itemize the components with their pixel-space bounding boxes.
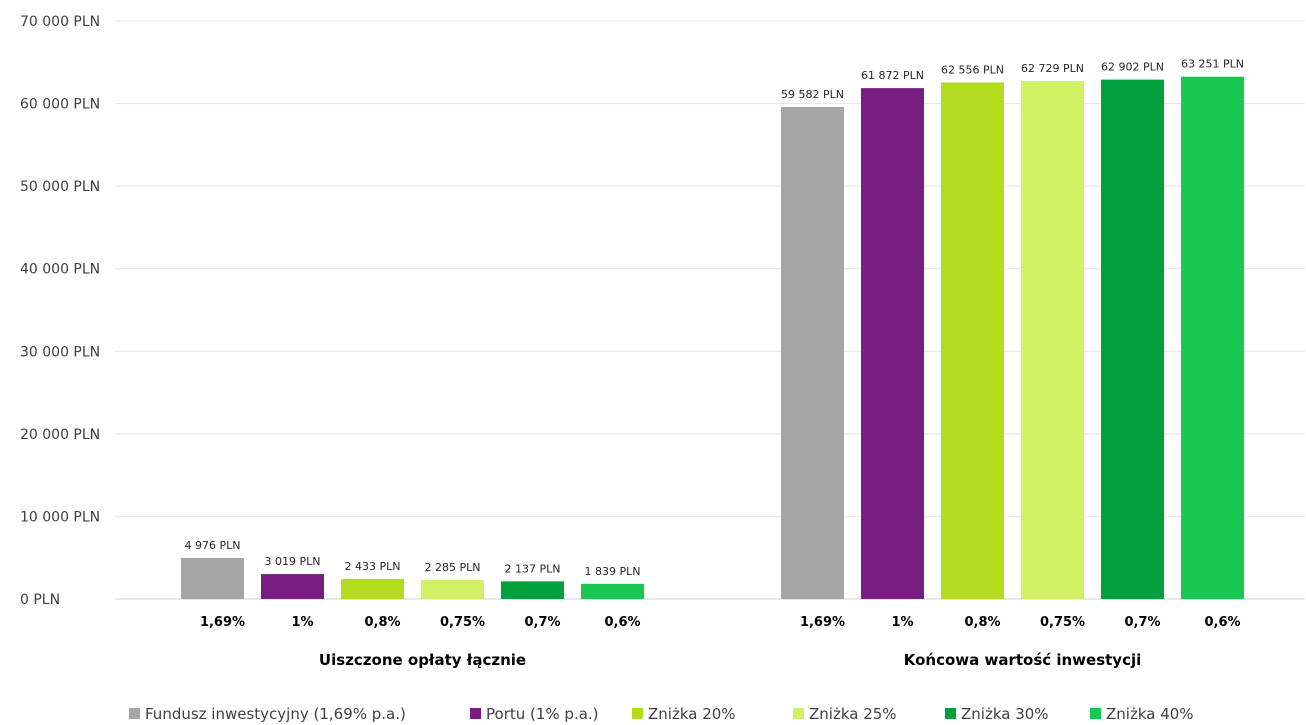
data-label: 1 839 PLN — [585, 565, 641, 578]
category-label: 0,75% — [440, 615, 485, 630]
group-label: Końcowa wartość inwestycji — [904, 651, 1142, 669]
legend-swatch — [470, 708, 481, 719]
data-label: 59 582 PLN — [781, 88, 844, 101]
y-tick-label: 0 PLN — [20, 592, 60, 608]
category-label: 0,75% — [1040, 615, 1085, 630]
legend-label: Zniżka 25% — [809, 705, 897, 723]
legend-label: Zniżka 30% — [961, 705, 1049, 723]
bar — [261, 574, 324, 599]
gridlines — [115, 20, 1305, 600]
bar — [1181, 76, 1244, 599]
legend-swatch — [632, 708, 643, 719]
category-labels: 1,69% 1% 0,8% 0,75% 0,7% 0,6% 1,69% 1% 0,8% 0,75%… — [200, 615, 1241, 630]
category-label: 1,69% — [800, 615, 845, 630]
data-label: 2 285 PLN — [425, 561, 481, 574]
data-label: 62 556 PLN — [941, 63, 1004, 76]
data-label: 3 019 PLN — [265, 555, 321, 568]
category-label: 0,7% — [1124, 615, 1160, 630]
data-label: 63 251 PLN — [1181, 58, 1244, 71]
bars — [181, 76, 1244, 600]
legend-swatch — [129, 708, 140, 719]
category-label: 0,8% — [364, 615, 400, 630]
bar — [861, 88, 924, 599]
y-tick-label: 60 000 PLN — [20, 97, 100, 113]
data-label: 2 433 PLN — [345, 560, 401, 573]
category-label: 1% — [891, 615, 913, 630]
bar — [501, 581, 564, 599]
category-label: 0,6% — [604, 615, 640, 630]
legend-label: Zniżka 40% — [1106, 705, 1194, 723]
bar — [1101, 79, 1164, 600]
bar — [181, 557, 244, 599]
data-labels: 4 976 PLN 3 019 PLN 2 433 PLN 2 285 PLN 2 13… — [185, 58, 1244, 578]
bar — [341, 578, 404, 599]
legend: Fundusz inwestycyjny (1,69% p.a.) Portu (… — [129, 705, 1194, 723]
category-label: 0,8% — [964, 615, 1000, 630]
y-axis-ticks: 0 PLN 10 000 PLN 20 000 PLN 30 000 PLN 40 00… — [20, 14, 100, 608]
legend-swatch — [1090, 708, 1101, 719]
bar — [581, 583, 644, 599]
data-label: 61 872 PLN — [861, 69, 924, 82]
bar — [1021, 81, 1084, 599]
bar — [421, 580, 484, 599]
bar — [941, 82, 1004, 599]
legend-label: Portu (1% p.a.) — [486, 705, 599, 723]
data-label: 62 729 PLN — [1021, 62, 1084, 75]
group-labels: Uiszczone opłaty łącznie Końcowa wartość … — [319, 651, 1141, 669]
y-tick-label: 30 000 PLN — [20, 344, 100, 360]
category-label: 0,7% — [524, 615, 560, 630]
category-label: 1,69% — [200, 615, 245, 630]
legend-swatch — [945, 708, 956, 719]
group-label: Uiszczone opłaty łącznie — [319, 651, 526, 669]
y-tick-label: 40 000 PLN — [20, 262, 100, 278]
y-tick-label: 20 000 PLN — [20, 427, 100, 443]
legend-swatch — [793, 708, 804, 719]
data-label: 62 902 PLN — [1101, 61, 1164, 74]
legend-label: Fundusz inwestycyjny (1,69% p.a.) — [145, 705, 406, 723]
bar — [781, 107, 844, 599]
category-label: 0,6% — [1204, 615, 1240, 630]
category-label: 1% — [291, 615, 313, 630]
y-tick-label: 50 000 PLN — [20, 179, 100, 195]
legend-label: Zniżka 20% — [648, 705, 736, 723]
y-tick-label: 10 000 PLN — [20, 509, 100, 525]
data-label: 4 976 PLN — [185, 539, 241, 552]
y-tick-label: 70 000 PLN — [20, 14, 100, 30]
data-label: 2 137 PLN — [505, 562, 561, 575]
